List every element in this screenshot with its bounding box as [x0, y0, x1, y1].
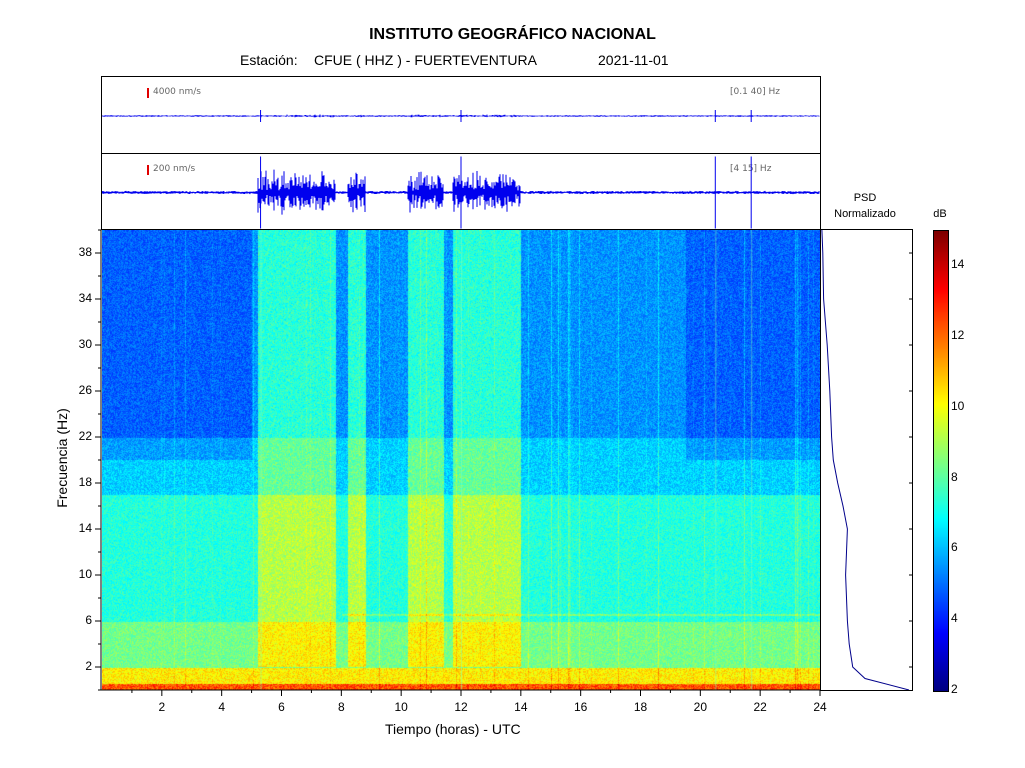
colorbar — [933, 230, 949, 692]
amplitude-label: 200 nm/s — [153, 164, 196, 174]
colorbar-unit: dB — [933, 208, 947, 220]
x-tick-label: 6 — [278, 700, 285, 714]
x-tick-label: 2 — [158, 700, 166, 714]
y-tick-label: 34 — [78, 291, 92, 305]
y-tick-label: 22 — [78, 429, 92, 443]
trace-panel-broadband: 4000 nm/s [0.1 40] Hz — [101, 76, 821, 154]
x-tick-label: 20 — [693, 700, 707, 714]
colorbar-tick-label: 6 — [951, 540, 958, 555]
x-tick-label: 14 — [514, 700, 528, 714]
x-tick-label: 4 — [218, 700, 225, 714]
date-label: 2021-11-01 — [598, 52, 669, 68]
amplitude-scale-bar — [147, 165, 149, 175]
x-axis-label: Tiempo (horas) - UTC — [385, 721, 521, 737]
psd-sublabel: Normalizado — [834, 208, 896, 220]
colorbar-tick-label: 10 — [951, 398, 965, 413]
seismogram-trace-filtered — [102, 156, 820, 229]
y-tick-label: 10 — [78, 567, 92, 581]
x-tick-label: 22 — [753, 700, 767, 714]
x-tick-label: 16 — [573, 700, 588, 714]
colorbar-tick-label: 14 — [951, 257, 965, 272]
colorbar-tick-label: 2 — [951, 682, 958, 696]
y-tick-label: 38 — [78, 245, 92, 259]
band-label: [0.1 40] Hz — [730, 87, 781, 97]
y-tick-label: 26 — [78, 383, 92, 397]
x-tick-label: 12 — [454, 700, 468, 714]
seismogram-trace-broadband — [102, 110, 820, 122]
x-tick-label: 8 — [337, 700, 345, 714]
y-tick-label: 2 — [85, 659, 92, 673]
y-tick-label: 6 — [85, 613, 92, 627]
spectrogram-heatmap — [102, 230, 820, 690]
psd-label: PSD — [853, 192, 877, 204]
amplitude-label: 4000 nm/s — [153, 87, 201, 97]
x-tick-label: 18 — [633, 700, 648, 714]
station-name: CFUE ( HHZ ) - FUERTEVENTURA — [314, 52, 537, 68]
colorbar-tick-label: 8 — [951, 469, 958, 484]
y-tick-label: 14 — [78, 521, 92, 535]
y-tick-label: 18 — [78, 475, 92, 489]
x-tick-label: 24 — [813, 700, 827, 714]
y-tick-label: 30 — [78, 337, 92, 351]
psd-line — [821, 230, 910, 690]
colorbar-tick-label: 4 — [951, 611, 958, 626]
trace-panel-filtered: 200 nm/s [4 15] Hz — [101, 153, 821, 230]
psd-curve — [821, 230, 910, 690]
psd-panel — [820, 229, 913, 691]
station-label: Estación: — [240, 52, 298, 68]
y-axis-label: Frecuencia (Hz) — [54, 408, 70, 508]
colorbar-tick-label: 12 — [951, 328, 965, 343]
page-title: INSTITUTO GEOGRÁFICO NACIONAL — [369, 26, 656, 43]
x-tick-label: 10 — [394, 700, 408, 714]
amplitude-scale-bar — [147, 88, 149, 98]
